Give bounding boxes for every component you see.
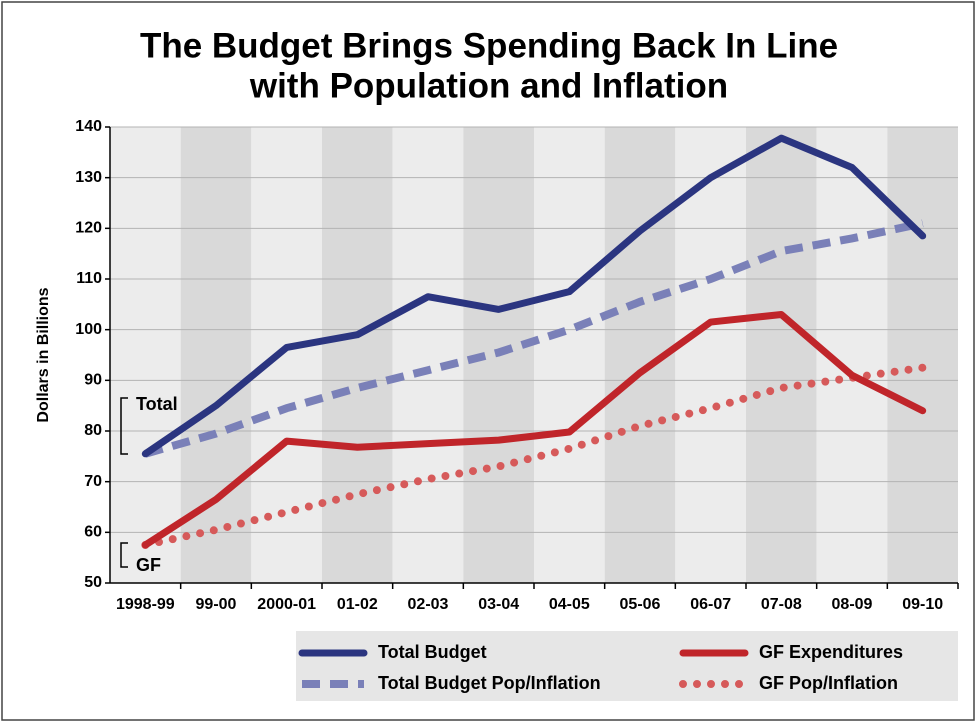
x-tick-label: 04-05 — [549, 596, 590, 613]
band — [534, 127, 605, 583]
legend-label: GF Expenditures — [759, 642, 903, 662]
band — [746, 127, 817, 583]
legend — [296, 631, 958, 701]
y-tick-label: 70 — [84, 473, 102, 490]
y-tick-label: 50 — [84, 574, 102, 591]
x-tick-label: 1998-99 — [116, 596, 175, 613]
bracket — [120, 397, 128, 455]
y-tick-label: 130 — [75, 169, 102, 186]
annotation: Total — [136, 394, 178, 414]
y-tick-label: 80 — [84, 422, 102, 439]
x-tick-label: 08-09 — [832, 596, 873, 613]
x-tick-label: 09-10 — [902, 596, 943, 613]
x-tick-label: 07-08 — [761, 596, 802, 613]
band — [887, 127, 958, 583]
x-tick-label: 99-00 — [196, 596, 237, 613]
x-tick-label: 2000-01 — [257, 596, 316, 613]
x-tick-label: 02-03 — [408, 596, 449, 613]
x-tick-label: 03-04 — [478, 596, 519, 613]
legend-label: GF Pop/Inflation — [759, 673, 898, 693]
band — [110, 127, 181, 583]
y-tick-label: 90 — [84, 372, 102, 389]
series-line — [141, 134, 927, 458]
band — [251, 127, 322, 583]
band — [180, 127, 252, 583]
band — [322, 127, 393, 583]
y-tick-label: 140 — [75, 118, 102, 135]
legend-label: Total Budget — [378, 642, 487, 662]
y-tick-label: 100 — [75, 321, 102, 338]
x-tick-label: 05-06 — [620, 596, 661, 613]
series-line — [144, 219, 924, 458]
y-axis-label: Dollars in Billions — [35, 287, 52, 422]
y-tick-label: 110 — [76, 270, 102, 287]
x-tick-label: 01-02 — [337, 596, 378, 613]
y-tick-label: 60 — [84, 524, 102, 541]
plot-area: 50 60 70 80 90 100 110 120 130 140 1998-99 99-00 200… — [75, 118, 959, 613]
legend-label: Total Budget Pop/Inflation — [378, 673, 601, 693]
legend-entries: Total Budget Total Budget Pop/Inflation GF… — [298, 642, 903, 693]
annotation: GF — [136, 555, 161, 575]
bracket — [120, 542, 128, 568]
chart-title: The Budget Brings Spending Back In Line — [140, 26, 838, 65]
band — [675, 127, 746, 583]
band — [392, 127, 464, 583]
series-line — [141, 310, 927, 549]
chart-title: with Population and Inflation — [249, 66, 728, 105]
y-tick-label: 120 — [75, 220, 102, 237]
x-tick-label: 06-07 — [690, 596, 731, 613]
